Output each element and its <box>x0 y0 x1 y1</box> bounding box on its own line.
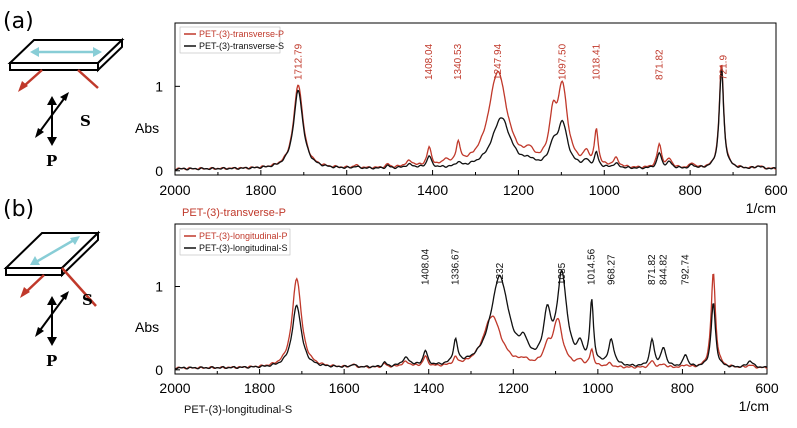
x-axis-label-a: 1/cm <box>746 200 776 216</box>
panel-b: (b) S P <box>3 197 779 416</box>
sample-plate-front-b <box>5 267 63 276</box>
polarization-label-p-b: P <box>46 352 57 370</box>
peak-label: 1014.56 <box>587 248 598 285</box>
footer-label-b: PET-(3)-longitudinal-S <box>184 404 292 416</box>
peak-label: 871.82 <box>654 49 665 80</box>
legend-box-b <box>179 228 291 256</box>
legend-label-p-b: PET-(3)-longitudinal-P <box>199 231 288 241</box>
panel-label-b: (b) <box>3 197 34 222</box>
axis-ticks-b: 2000 1800 1600 1400 1200 1000 800 600 0 1 <box>155 279 779 397</box>
y-tick-label: 0 <box>155 362 163 378</box>
x-tick-label: 1800 <box>245 182 276 198</box>
spectrum-series-b <box>174 268 768 370</box>
x-tick-label: 1400 <box>413 380 444 396</box>
legend-label-p-a: PET-(3)-transverse-P <box>199 29 284 39</box>
spectrum-line-p-b <box>174 273 768 370</box>
peak-label: 1408.04 <box>420 248 431 285</box>
sample-plate-side-b <box>61 230 99 278</box>
y-axis-label-b: Abs <box>135 319 159 335</box>
stretch-direction-arrow-b <box>30 236 80 265</box>
spectrum-line-s-b <box>174 268 768 370</box>
peak-annotations-a: 1712.79 1408.04 1340.53 1247.94 1097.50 1018.… <box>293 43 729 80</box>
spectrum-line-s-a <box>174 69 777 171</box>
polarization-label-s-b: S <box>82 291 93 309</box>
peak-label: 871.82 <box>647 254 658 285</box>
spectrum-line-p-a <box>174 64 777 171</box>
panel-a: (a) S P <box>3 9 788 219</box>
incident-beam-b <box>20 267 97 307</box>
peak-label: 1340.53 <box>453 43 464 80</box>
peak-label: 1018.41 <box>591 43 602 80</box>
sample-illustration-b: S P <box>3 230 101 370</box>
y-tick-label: 1 <box>155 78 163 94</box>
panel-label-a: (a) <box>3 9 34 34</box>
x-tick-label: 1000 <box>582 380 613 396</box>
x-tick-label: 1400 <box>417 182 448 198</box>
spectrum-series-a <box>174 64 777 171</box>
x-tick-label: 600 <box>755 380 779 396</box>
y-axis-label-a: Abs <box>135 120 159 136</box>
peak-label: 1232 <box>495 262 506 285</box>
x-tick-label: 800 <box>671 380 695 396</box>
sample-plate-front-a <box>9 62 99 71</box>
stretch-direction-arrow-a <box>30 47 102 57</box>
polarization-axes-b <box>35 291 69 346</box>
legend-label-s-b: PET-(3)-longitudinal-S <box>199 243 288 253</box>
peak-label: 721.9 <box>719 55 730 80</box>
peak-label: 1408.04 <box>424 43 435 80</box>
sample-illustration-a: S P <box>7 37 125 170</box>
incident-beam-a <box>18 69 99 92</box>
spectrum-chart-b: Abs 1/cm PET-(3)-longitudinal-P PET-(3)-… <box>135 223 779 414</box>
sample-plate-side-a <box>97 37 123 73</box>
y-tick-label: 0 <box>155 163 163 179</box>
peak-label: 1336.67 <box>451 248 462 285</box>
peak-annotations-b: 1408.04 1336.67 1232 1085 1014.56 968.27 871.8… <box>420 248 691 285</box>
y-tick-label: 1 <box>155 279 163 295</box>
x-axis-label-b: 1/cm <box>739 398 769 414</box>
x-tick-label: 1600 <box>329 380 360 396</box>
polarization-label-s-a: S <box>80 112 91 130</box>
x-tick-label: 2000 <box>159 380 190 396</box>
x-tick-label: 1200 <box>503 182 534 198</box>
peak-label: 844.82 <box>659 254 670 285</box>
x-tick-label: 1600 <box>331 182 362 198</box>
peak-label: 1097.50 <box>557 43 568 80</box>
polarization-label-p-a: P <box>46 152 57 170</box>
x-tick-label: 1200 <box>498 380 529 396</box>
peak-label: 792.74 <box>681 254 692 285</box>
x-tick-label: 600 <box>764 182 788 198</box>
peak-label: 1712.79 <box>293 43 304 80</box>
x-tick-label: 2000 <box>159 182 190 198</box>
polarization-axes-a <box>35 92 69 146</box>
x-tick-label: 1000 <box>589 182 620 198</box>
x-tick-label: 800 <box>678 182 702 198</box>
legend-label-s-a: PET-(3)-transverse-S <box>199 41 284 51</box>
legend-box-a <box>179 26 281 54</box>
x-tick-label: 1800 <box>244 380 275 396</box>
footer-label-a: PET-(3)-transverse-P <box>182 207 286 219</box>
peak-label: 1085 <box>557 262 568 285</box>
peak-label: 1247.94 <box>493 43 504 80</box>
peak-label: 968.27 <box>606 254 617 285</box>
axis-ticks-a: 2000 1800 1600 1400 1200 1000 800 600 0 1 <box>155 78 788 198</box>
spectrum-chart-a: Abs 1/cm PET-(3)-transverse-P PET-(3)-tr… <box>135 22 788 216</box>
